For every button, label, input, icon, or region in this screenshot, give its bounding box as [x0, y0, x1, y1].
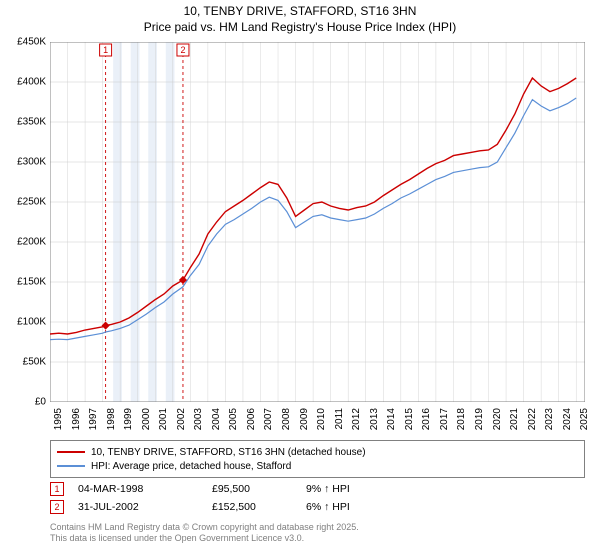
- x-tick-label: 2011: [334, 408, 345, 430]
- datapoint-badge: 2: [50, 500, 64, 514]
- x-tick-label: 2018: [456, 408, 467, 430]
- svg-text:2: 2: [180, 45, 185, 55]
- chart-svg: 12: [50, 42, 585, 402]
- x-tick-label: 2007: [263, 408, 274, 430]
- footer-line-2: This data is licensed under the Open Gov…: [50, 533, 585, 544]
- x-tick-label: 2016: [421, 408, 432, 430]
- chart-area: 12: [50, 42, 585, 402]
- x-tick-label: 2024: [562, 408, 573, 430]
- y-tick-label: £450K: [17, 37, 46, 48]
- x-axis-labels: 1995 1996 1997 1998 1999 2000 2001 2002 2003 2004…: [50, 404, 585, 444]
- x-tick-label: 2014: [386, 408, 397, 430]
- legend-row: HPI: Average price, detached house, Staf…: [57, 459, 578, 473]
- y-tick-label: £400K: [17, 77, 46, 88]
- y-tick-label: £0: [35, 397, 46, 408]
- y-tick-label: £250K: [17, 197, 46, 208]
- x-tick-label: 2000: [141, 408, 152, 430]
- datapoints-block: 1 04-MAR-1998 £95,500 9% ↑ HPI 2 31-JUL-2002 £…: [50, 480, 585, 516]
- y-axis-labels: £0£50K£100K£150K£200K£250K£300K£350K£400…: [0, 42, 48, 402]
- legend: 10, TENBY DRIVE, STAFFORD, ST16 3HN (det…: [50, 440, 585, 478]
- y-tick-label: £150K: [17, 277, 46, 288]
- legend-row: 10, TENBY DRIVE, STAFFORD, ST16 3HN (det…: [57, 445, 578, 459]
- y-tick-label: £100K: [17, 317, 46, 328]
- legend-label: 10, TENBY DRIVE, STAFFORD, ST16 3HN (det…: [91, 447, 366, 458]
- datapoint-price: £152,500: [212, 501, 292, 513]
- svg-text:1: 1: [103, 45, 108, 55]
- x-tick-label: 2002: [176, 408, 187, 430]
- x-tick-label: 2013: [369, 408, 380, 430]
- x-tick-label: 2025: [579, 408, 590, 430]
- chart-container: 10, TENBY DRIVE, STAFFORD, ST16 3HN Pric…: [0, 0, 600, 560]
- x-tick-label: 2009: [299, 408, 310, 430]
- legend-label: HPI: Average price, detached house, Staf…: [91, 461, 291, 472]
- x-tick-label: 2020: [492, 408, 503, 430]
- datapoint-row: 1 04-MAR-1998 £95,500 9% ↑ HPI: [50, 480, 585, 498]
- x-tick-label: 2004: [211, 408, 222, 430]
- legend-swatch: [57, 465, 85, 467]
- title-address: 10, TENBY DRIVE, STAFFORD, ST16 3HN: [0, 4, 600, 18]
- x-tick-label: 2021: [509, 408, 520, 430]
- datapoint-price: £95,500: [212, 483, 292, 495]
- footer-line-1: Contains HM Land Registry data © Crown c…: [50, 522, 585, 533]
- y-tick-label: £200K: [17, 237, 46, 248]
- y-tick-label: £50K: [23, 357, 46, 368]
- x-tick-label: 1997: [88, 408, 99, 430]
- y-tick-label: £350K: [17, 117, 46, 128]
- x-tick-label: 2022: [527, 408, 538, 430]
- x-tick-label: 2006: [246, 408, 257, 430]
- datapoint-date: 04-MAR-1998: [78, 483, 198, 495]
- x-tick-label: 1996: [71, 408, 82, 430]
- footer: Contains HM Land Registry data © Crown c…: [50, 522, 585, 545]
- x-tick-label: 1999: [123, 408, 134, 430]
- datapoint-pct: 9% ↑ HPI: [306, 483, 386, 495]
- title-subtitle: Price paid vs. HM Land Registry's House …: [0, 20, 600, 34]
- x-tick-label: 2012: [351, 408, 362, 430]
- x-tick-label: 2019: [474, 408, 485, 430]
- x-tick-label: 2005: [228, 408, 239, 430]
- y-tick-label: £300K: [17, 157, 46, 168]
- x-tick-label: 2015: [404, 408, 415, 430]
- x-tick-label: 2003: [193, 408, 204, 430]
- x-tick-label: 1998: [106, 408, 117, 430]
- title-block: 10, TENBY DRIVE, STAFFORD, ST16 3HN Pric…: [0, 0, 600, 34]
- datapoint-badge: 1: [50, 482, 64, 496]
- x-tick-label: 2017: [439, 408, 450, 430]
- legend-swatch: [57, 451, 85, 453]
- datapoint-pct: 6% ↑ HPI: [306, 501, 386, 513]
- x-tick-label: 2008: [281, 408, 292, 430]
- x-tick-label: 1995: [53, 408, 64, 430]
- x-tick-label: 2001: [158, 408, 169, 430]
- x-tick-label: 2010: [316, 408, 327, 430]
- datapoint-row: 2 31-JUL-2002 £152,500 6% ↑ HPI: [50, 498, 585, 516]
- x-tick-label: 2023: [544, 408, 555, 430]
- datapoint-date: 31-JUL-2002: [78, 501, 198, 513]
